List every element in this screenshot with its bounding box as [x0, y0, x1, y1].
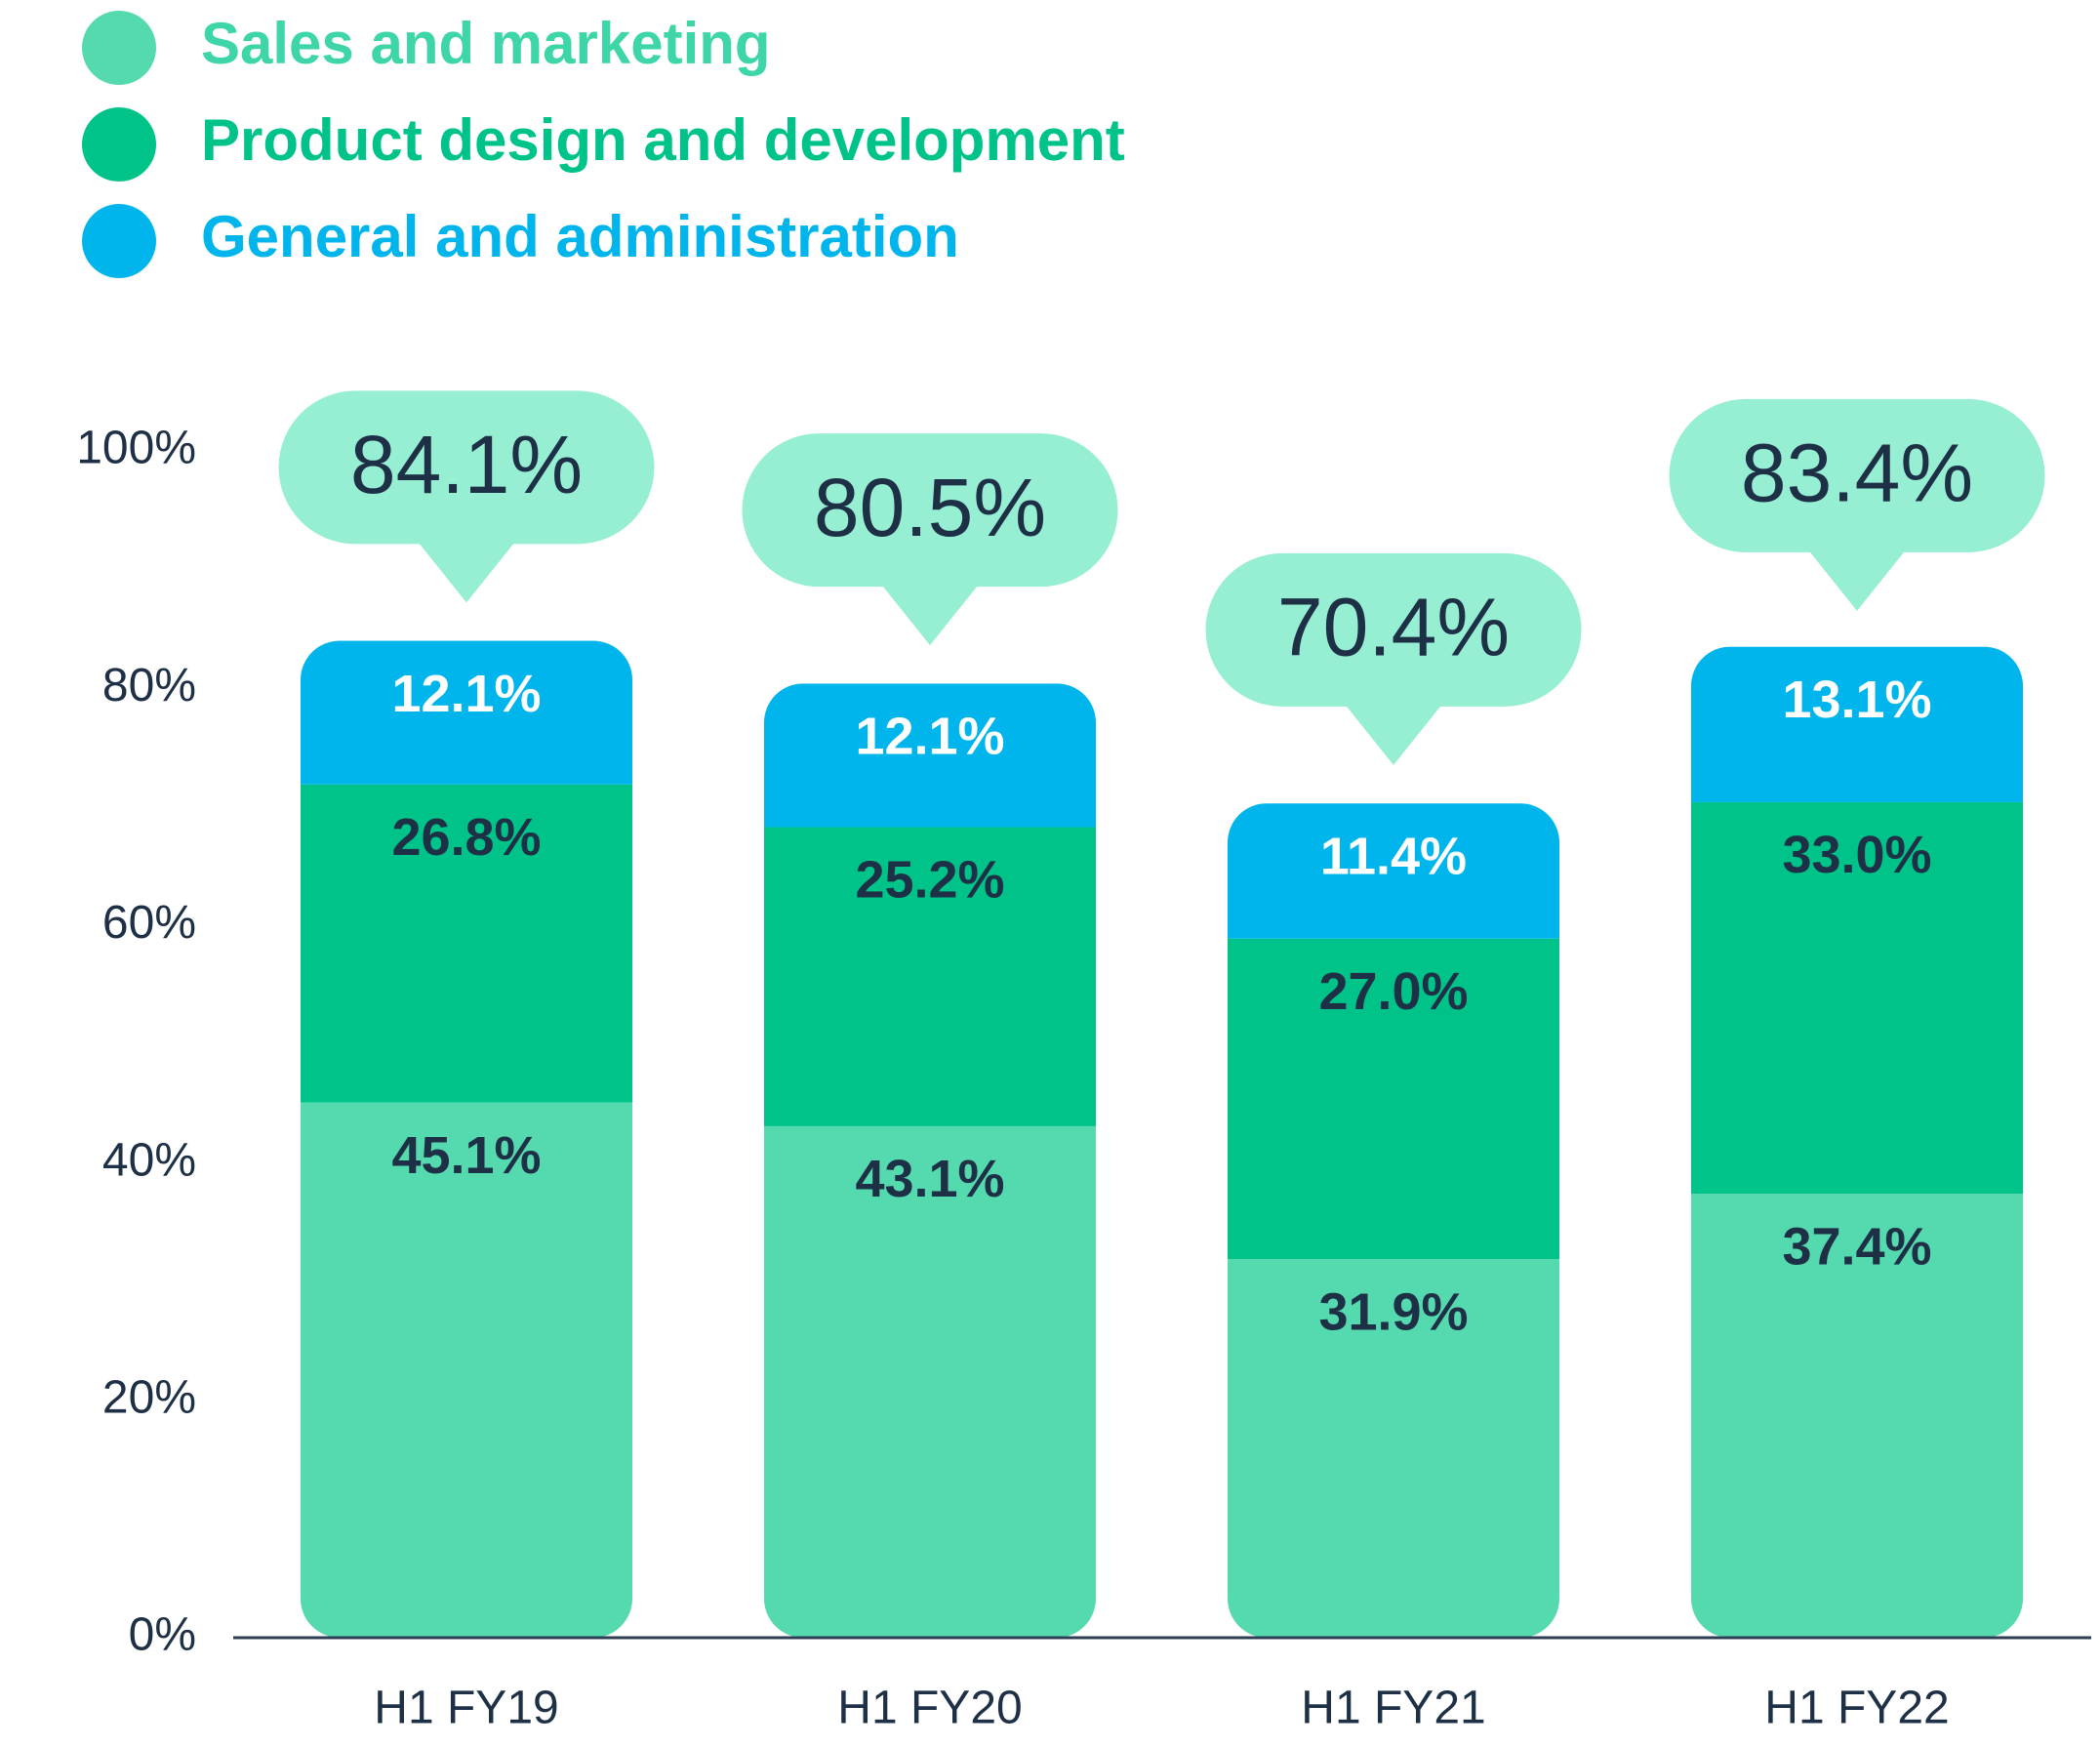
x-tick-label: H1 FY20 — [837, 1683, 1022, 1734]
data-label: 45.1% — [391, 1126, 541, 1185]
x-tick-label: H1 FY19 — [374, 1683, 558, 1734]
data-label: 12.1% — [855, 708, 1004, 766]
data-label: 26.8% — [391, 808, 541, 867]
x-tick-label: H1 FY21 — [1301, 1683, 1485, 1734]
legend-label: Sales and marketing — [201, 11, 771, 76]
bar-segment — [301, 1102, 632, 1638]
total-bubble — [1205, 552, 1582, 765]
legend-swatch — [82, 11, 156, 85]
total-label: 83.4% — [1741, 427, 1973, 519]
y-tick-label: 100% — [76, 423, 196, 474]
y-tick-label: 80% — [102, 660, 196, 711]
bar-segment — [1228, 938, 1559, 1260]
bar-segment — [764, 827, 1096, 1126]
legend-swatch — [82, 204, 156, 278]
data-label: 12.1% — [391, 665, 541, 723]
y-tick-label: 60% — [102, 897, 196, 949]
data-label: 27.0% — [1318, 962, 1468, 1021]
bar-group — [764, 683, 1096, 1638]
bar-segment — [301, 640, 632, 785]
data-label: 11.4% — [1320, 827, 1467, 885]
bar-group — [301, 640, 632, 1638]
x-tick-label: H1 FY22 — [1764, 1683, 1949, 1734]
y-tick-label: 20% — [102, 1371, 196, 1423]
data-label: 43.1% — [855, 1150, 1004, 1208]
legend-swatch — [82, 107, 156, 182]
bar-segment — [1228, 803, 1559, 939]
data-label: 33.0% — [1782, 826, 1931, 884]
data-label: 13.1% — [1782, 670, 1931, 729]
legend-label: General and administration — [201, 204, 959, 269]
bar-segment — [764, 683, 1096, 828]
bar-segment — [1228, 1259, 1559, 1638]
total-label: 84.1% — [350, 419, 583, 510]
legend-label: Product design and development — [201, 107, 1125, 173]
data-label: 25.2% — [855, 851, 1004, 910]
total-label: 70.4% — [1277, 582, 1510, 673]
bar-segment — [764, 1125, 1096, 1638]
data-label: 37.4% — [1782, 1217, 1931, 1276]
total-bubble — [278, 390, 655, 603]
data-label: 31.9% — [1318, 1282, 1468, 1341]
total-bubble — [742, 433, 1118, 646]
total-bubble — [1669, 398, 2045, 611]
y-tick-label: 40% — [102, 1134, 196, 1186]
bar-segment — [1691, 1194, 2023, 1638]
total-label: 80.5% — [814, 462, 1046, 553]
bar-group — [1228, 803, 1559, 1638]
bar-segment — [1691, 801, 2023, 1195]
y-tick-label: 0% — [129, 1609, 196, 1661]
bar-group — [1691, 646, 2023, 1638]
bar-segment — [301, 784, 632, 1103]
bar-segment — [1691, 646, 2023, 802]
